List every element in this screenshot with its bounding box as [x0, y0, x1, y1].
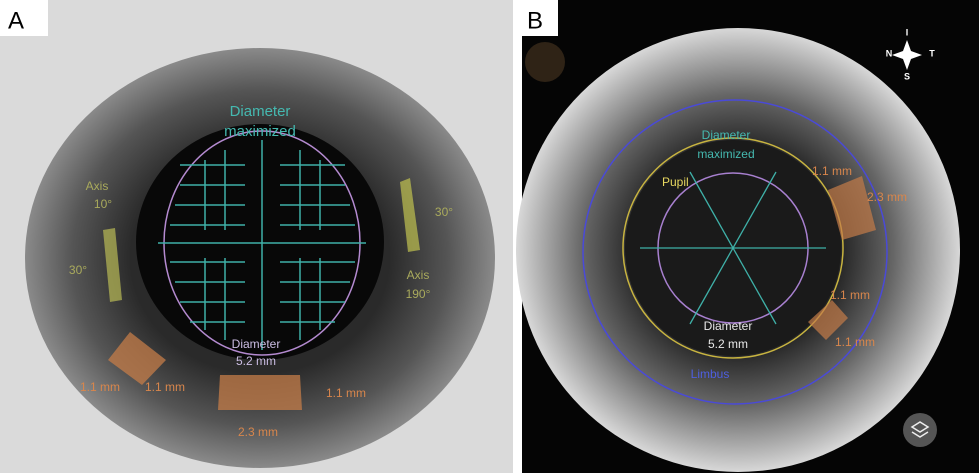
- annotation: maximized: [697, 147, 754, 161]
- annotation: 1.1 mm: [835, 335, 875, 349]
- compass-label: I: [906, 27, 909, 37]
- annotation: 1.1 mm: [830, 288, 870, 302]
- panel-label: A: [8, 7, 24, 34]
- compass-label: T: [929, 48, 935, 58]
- annotation: 1.1 mm: [80, 380, 120, 394]
- annotation: 1.1 mm: [812, 164, 852, 178]
- annotation: 30°: [435, 205, 453, 219]
- panel-label: B: [527, 7, 543, 34]
- annotation: Diameter: [230, 103, 291, 120]
- figure: A Diameter maximized Axis 10° 30° 30° Ax…: [0, 0, 979, 473]
- annotation: 2.3 mm: [238, 425, 278, 439]
- annotation: Axis: [407, 268, 430, 282]
- annotation: 1.1 mm: [145, 380, 185, 394]
- panel-a: A Diameter maximized Axis 10° 30° 30° Ax…: [0, 0, 513, 473]
- annotation: Diameter: [232, 337, 281, 351]
- annotation: Limbus: [691, 367, 730, 381]
- annotation: Pupil: [662, 175, 689, 189]
- annotation: Diameter: [704, 319, 753, 333]
- annotation: 2.3 mm: [867, 190, 907, 204]
- compass-label: N: [886, 48, 893, 58]
- annotation: 1.1 mm: [326, 386, 366, 400]
- compass-label: S: [904, 71, 910, 81]
- annotation: Axis: [86, 179, 109, 193]
- annotation: 5.2 mm: [708, 337, 748, 351]
- annotation: maximized: [224, 123, 296, 140]
- annotation: 30°: [69, 263, 87, 277]
- panel-b: B N T I S Diameter maximized Pupil 1.1 m…: [516, 0, 979, 473]
- annotation: 190°: [406, 287, 431, 301]
- annotation: 10°: [94, 197, 112, 211]
- annotation: Diameter: [702, 128, 751, 142]
- annotation: 5.2 mm: [236, 354, 276, 368]
